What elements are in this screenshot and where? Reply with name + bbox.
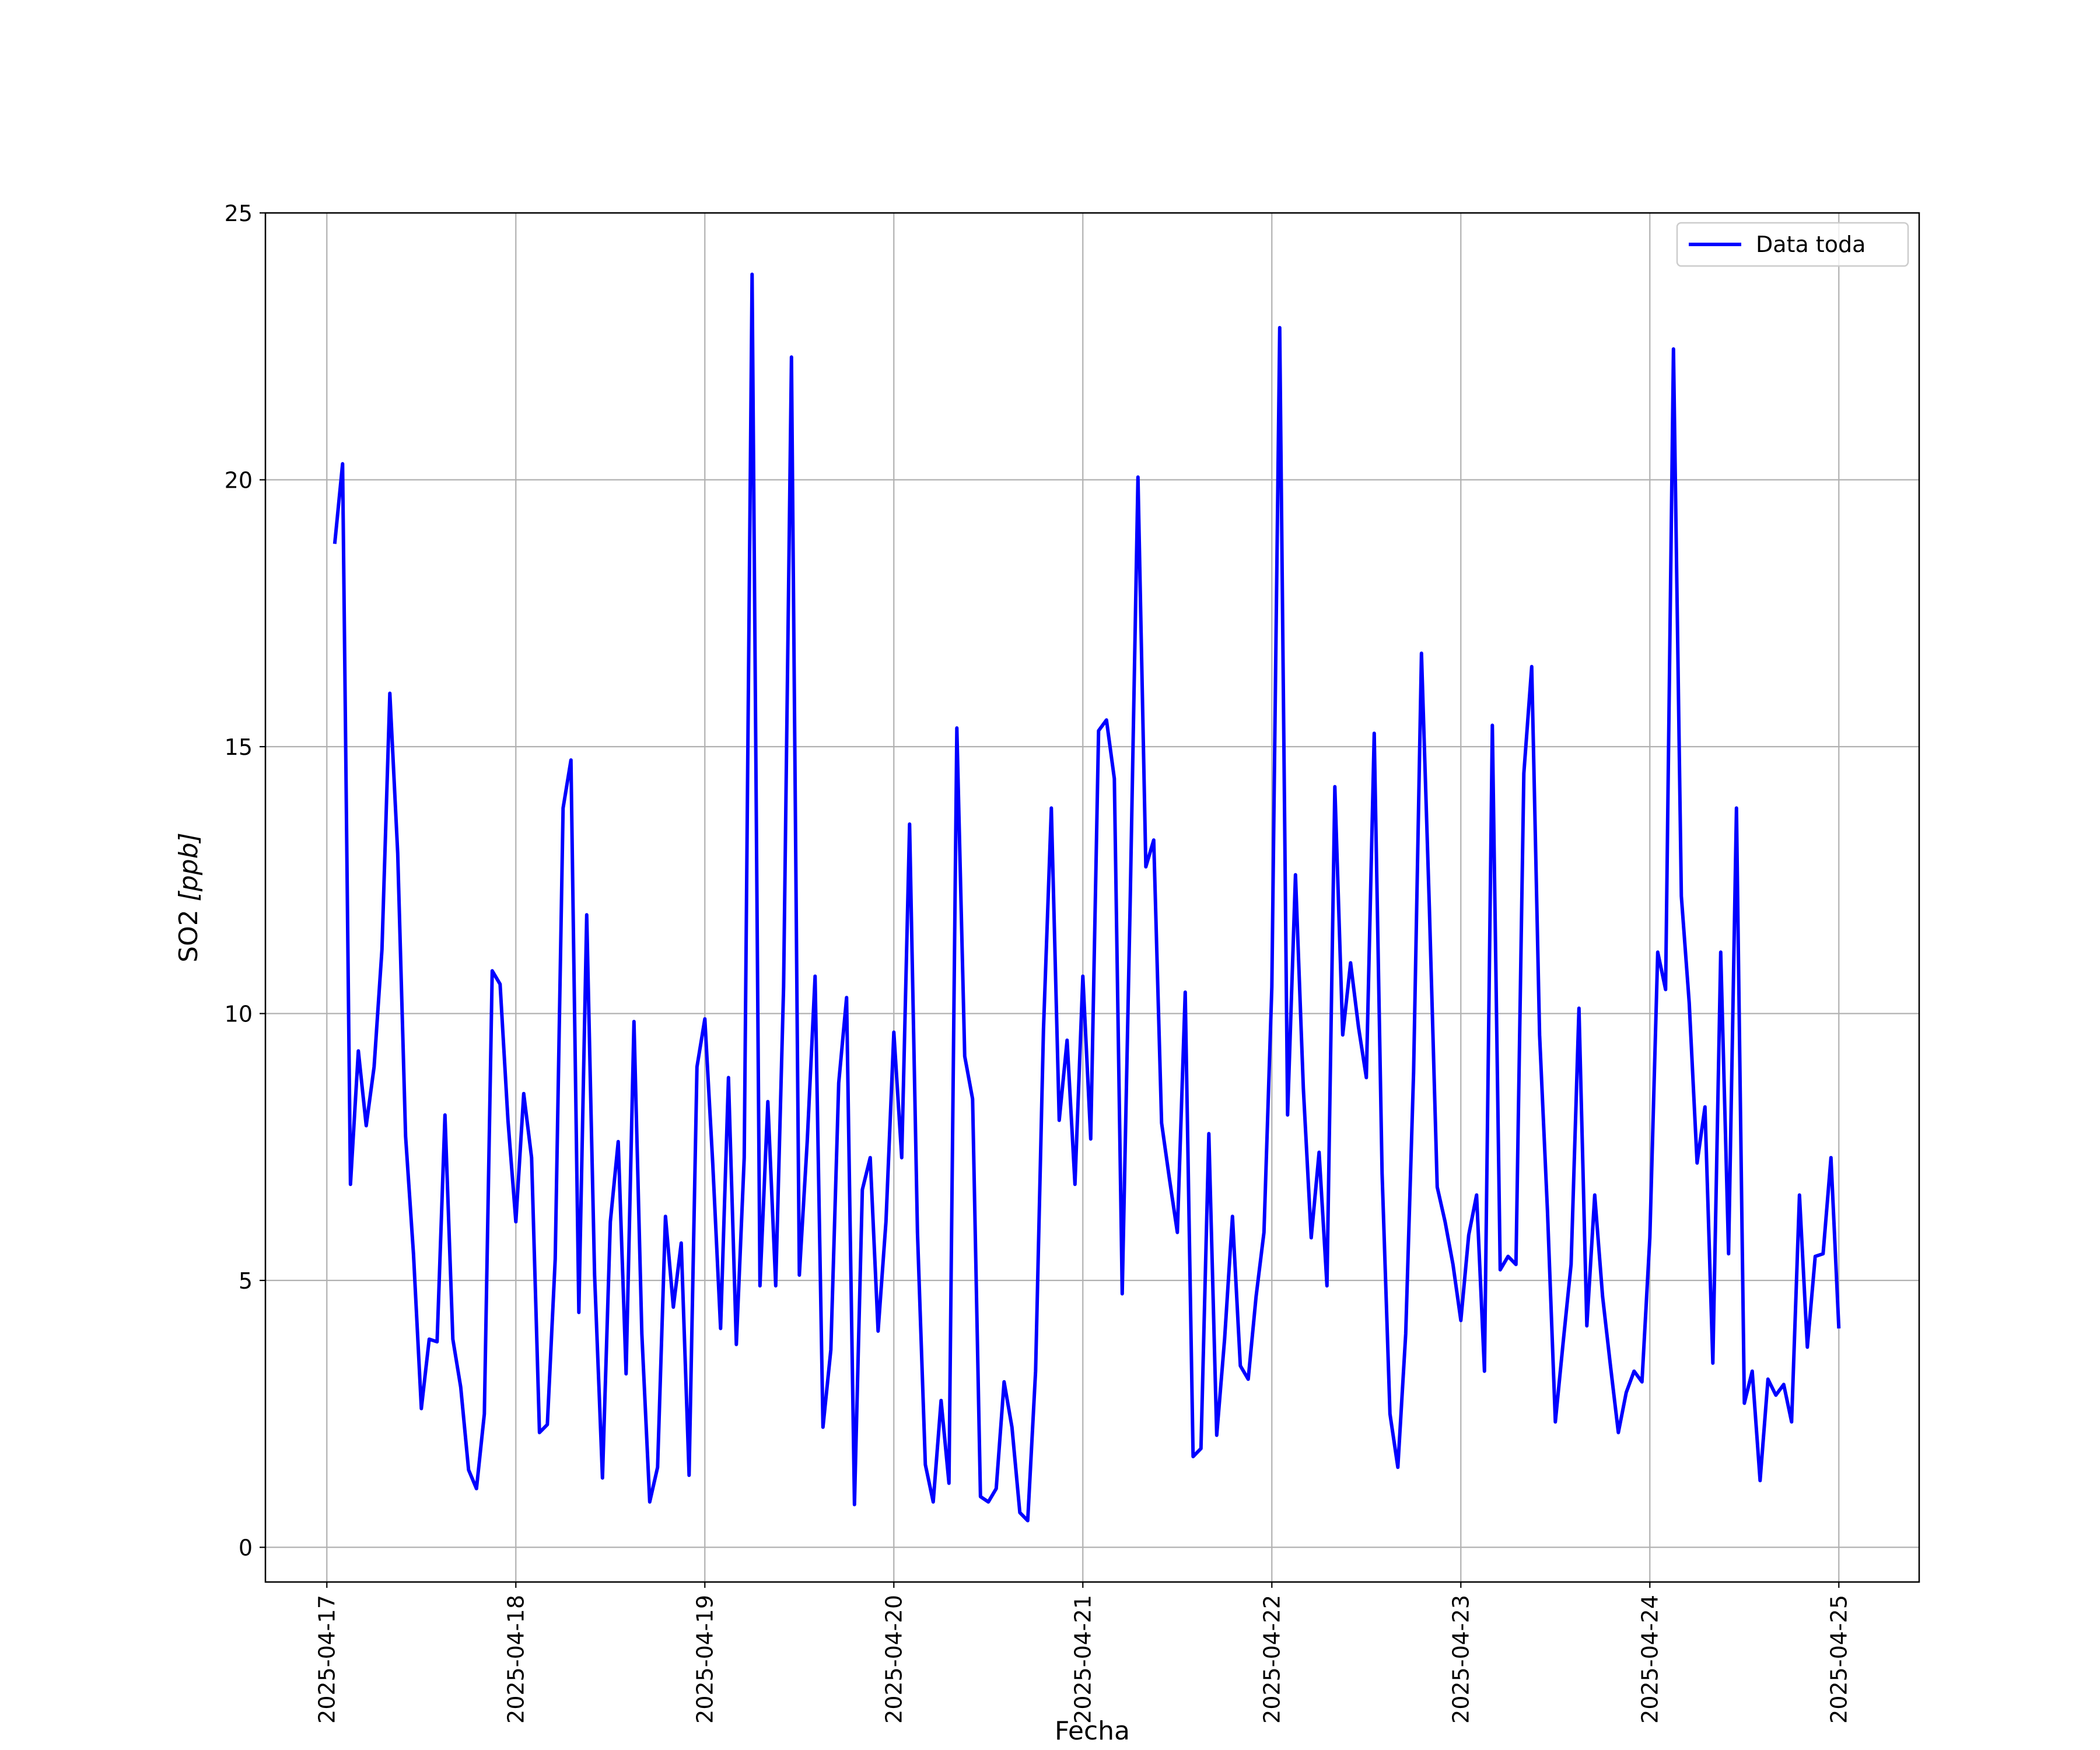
x-tick-label: 2025-04-23: [1448, 1595, 1474, 1724]
data-point: [1067, 1040, 1068, 1041]
data-point: [972, 1098, 973, 1099]
data-point: [1602, 1296, 1603, 1297]
data-point: [783, 986, 784, 987]
data-point: [1216, 1435, 1217, 1436]
x-tick-label: 2025-04-21: [1070, 1595, 1096, 1724]
x-tick-label: 2025-04-19: [692, 1595, 718, 1724]
data-point: [1720, 952, 1721, 953]
data-point: [862, 1189, 863, 1190]
y-axis-label-text: SO2: [174, 901, 204, 963]
x-tick-label: 2025-04-17: [314, 1595, 340, 1724]
data-point: [728, 1077, 729, 1078]
y-tick-label: 0: [239, 1535, 253, 1561]
data-point: [980, 1496, 981, 1497]
data-point: [1200, 1448, 1201, 1449]
data-point: [791, 357, 792, 358]
legend: Data toda: [1676, 222, 1909, 267]
legend-box: [1676, 222, 1909, 267]
data-point: [1531, 666, 1532, 667]
x-tick-label: 2025-04-20: [881, 1595, 907, 1724]
data-point: [1413, 1072, 1414, 1073]
data-point: [696, 1067, 697, 1068]
data-point: [468, 1469, 469, 1470]
data-point: [1547, 1211, 1548, 1212]
data-point: [460, 1387, 461, 1388]
y-tick-label: 20: [225, 468, 253, 494]
plot-area-frame: [264, 212, 1920, 1583]
data-point: [523, 1093, 524, 1094]
data-point: [815, 976, 816, 977]
data-point: [1452, 1264, 1453, 1265]
data-point: [539, 1432, 540, 1433]
x-tick-label: 2025-04-22: [1259, 1595, 1284, 1724]
data-point: [1681, 896, 1682, 897]
x-tick-label: 2025-04-18: [503, 1595, 528, 1724]
data-point: [1319, 1152, 1320, 1153]
data-point: [1783, 1384, 1784, 1385]
data-point: [476, 1488, 477, 1489]
data-point: [736, 1344, 737, 1345]
data-point: [1744, 1403, 1745, 1404]
data-point: [1279, 327, 1280, 328]
data-point: [720, 1328, 721, 1329]
data-point: [1161, 1123, 1162, 1124]
y-axis-ticks: 0 5 10 15 20 25: [225, 201, 265, 1561]
x-tick-label: 2025-04-25: [1826, 1595, 1852, 1724]
data-point: [1295, 874, 1296, 875]
data-point: [657, 1467, 658, 1468]
data-point: [1807, 1347, 1808, 1348]
data-point: [1232, 1216, 1233, 1217]
data-point: [1169, 1179, 1170, 1180]
data-point: [854, 1504, 855, 1505]
data-point: [1571, 1264, 1572, 1265]
data-point: [1366, 1077, 1367, 1078]
data-point: [1027, 1520, 1028, 1521]
y-axis-label: SO2 [ppb]: [174, 832, 204, 963]
legend-label-data-toda: Data toda: [1756, 232, 1866, 257]
data-point: [1177, 1232, 1178, 1233]
series-line-0: [332, 272, 1841, 1522]
y-tick-label: 5: [239, 1268, 253, 1294]
data-point: [917, 1232, 918, 1233]
data-point: [1492, 725, 1493, 726]
data-point: [531, 1157, 532, 1158]
data-point: [1468, 1235, 1469, 1236]
series-layer: [332, 272, 1841, 1522]
data-point: [1098, 730, 1099, 731]
data-point: [665, 1216, 666, 1217]
data-point: [350, 1184, 351, 1185]
data-point: [1665, 989, 1666, 990]
data-point: [941, 1400, 942, 1401]
x-axis-ticks: 2025-04-17 2025-04-18 2025-04-19 2025-04-20…: [314, 1582, 1852, 1724]
x-axis-label: Fecha: [1055, 1716, 1130, 1746]
y-tick-label: 25: [225, 201, 253, 226]
data-point: [397, 853, 398, 854]
data-point: [1657, 952, 1658, 953]
data-point: [1578, 1008, 1579, 1009]
data-point: [1153, 840, 1154, 841]
data-point: [421, 1408, 422, 1409]
y-tick-label: 10: [225, 1002, 253, 1027]
data-point: [1004, 1381, 1005, 1382]
data-point: [500, 984, 501, 985]
data-point: [547, 1424, 548, 1425]
data-point: [405, 1136, 406, 1137]
y-tick-label: 15: [225, 734, 253, 760]
data-point: [484, 1413, 485, 1414]
y-axis-label-unit: [ppb]: [174, 832, 204, 901]
data-point: [1114, 778, 1115, 779]
data-point: [901, 1157, 902, 1158]
data-point: [1074, 1184, 1075, 1185]
data-point: [689, 1475, 690, 1476]
data-point: [1618, 1432, 1619, 1433]
data-point: [925, 1464, 926, 1465]
x-tick-label: 2025-04-24: [1637, 1595, 1662, 1724]
